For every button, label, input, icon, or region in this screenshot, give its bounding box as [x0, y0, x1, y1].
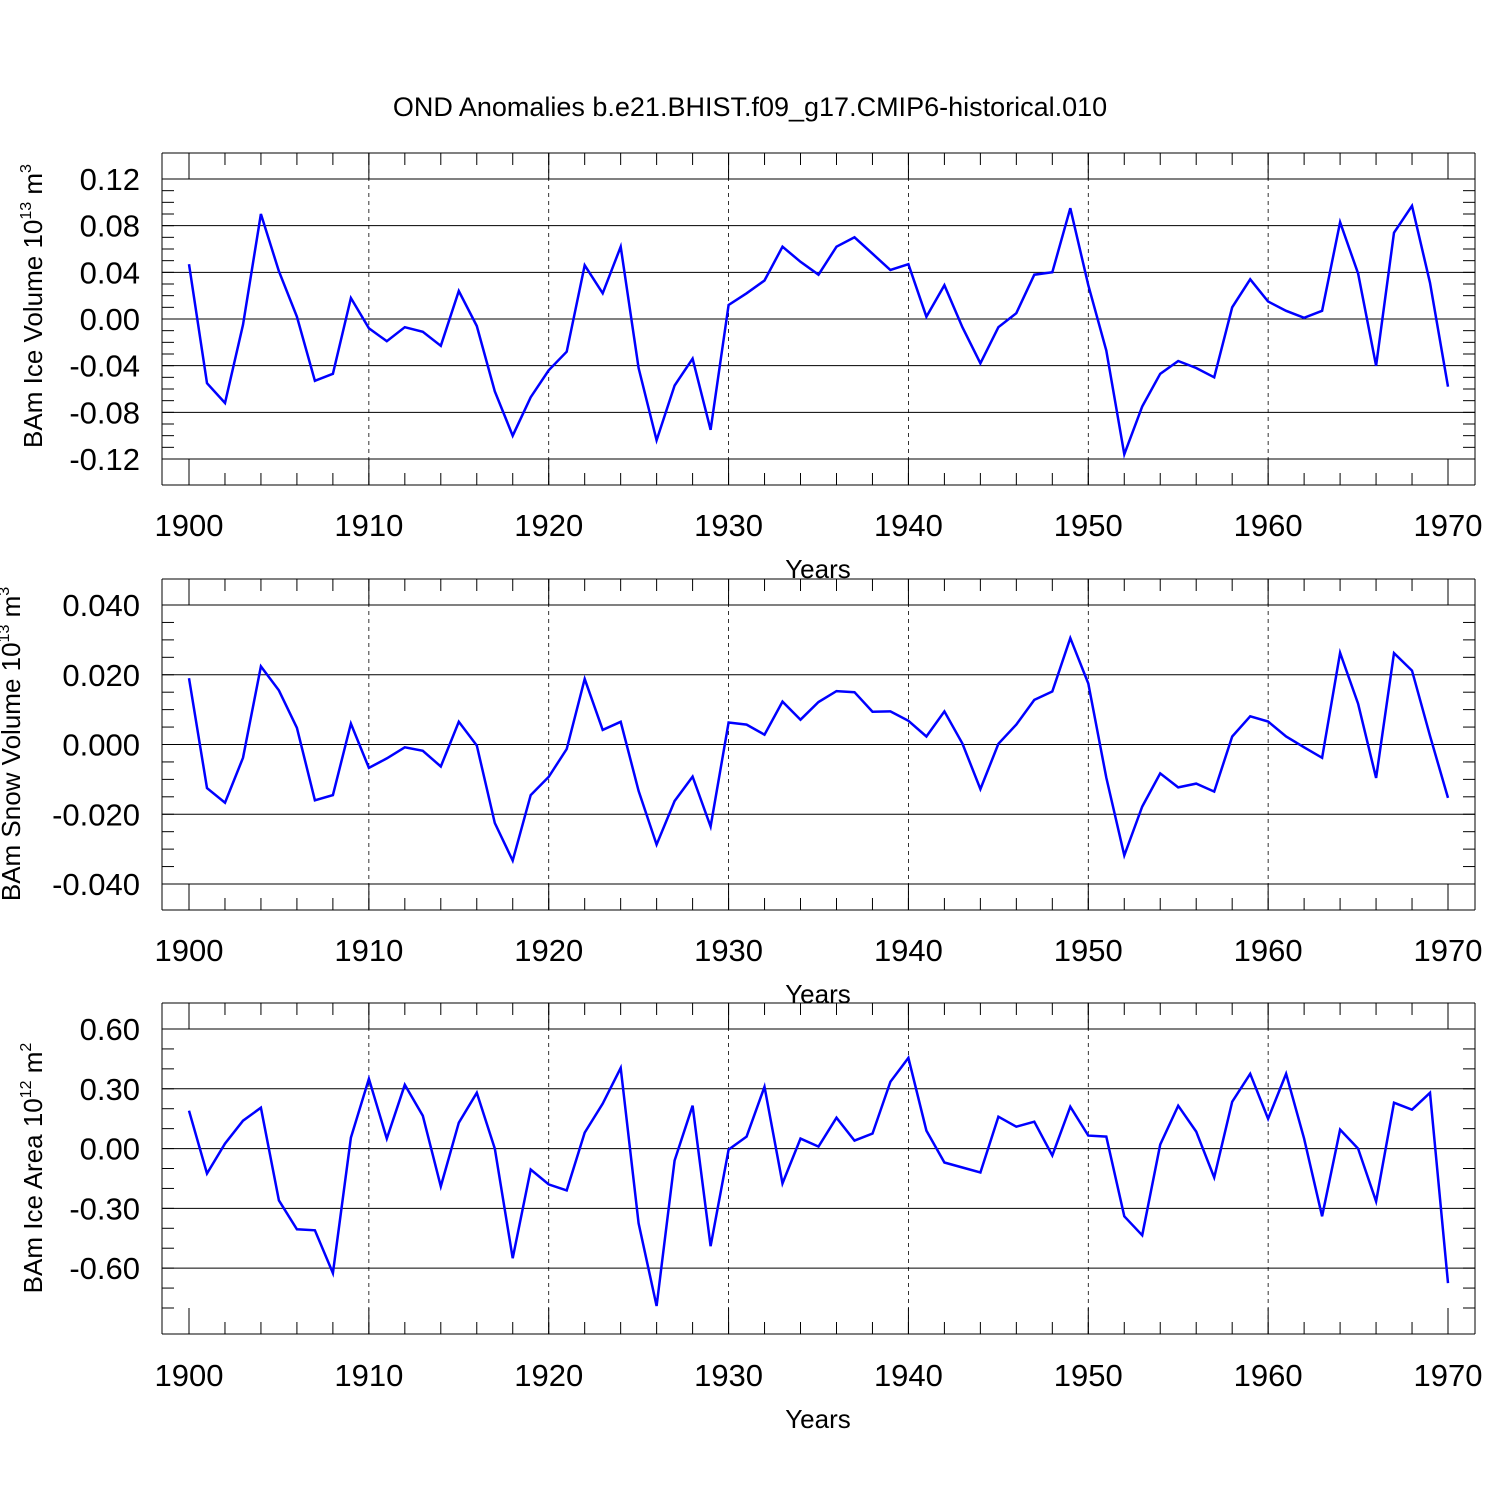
x-tick-label: 1930 — [694, 1358, 763, 1393]
x-tick-label: 1900 — [155, 933, 224, 968]
y-tick-label: 0.000 — [62, 728, 140, 763]
x-tick-label: 1920 — [514, 1358, 583, 1393]
x-axis-label: Years — [785, 979, 851, 1009]
y-tick-label: 0.020 — [62, 658, 140, 693]
series-line — [187, 634, 1450, 865]
x-tick-label: 1910 — [334, 1358, 403, 1393]
y-tick-label: -0.020 — [52, 797, 140, 832]
x-tick-label: 1940 — [874, 933, 943, 968]
x-tick-label: 1960 — [1234, 933, 1303, 968]
y-axis-label: BAm Ice Area 1012 m2 — [18, 1043, 48, 1294]
x-tick-label: 1950 — [1054, 1358, 1123, 1393]
plot-area: -0.040 -0.020 0.000 0.020 0.040 1900 1910 1920 1… — [52, 578, 1483, 968]
x-tick-label: 1940 — [874, 1358, 943, 1393]
y-tick-label: -0.60 — [69, 1251, 140, 1286]
y-tick-label: 0.12 — [80, 162, 140, 197]
y-axis-label: BAm Snow Volume 1013 m3 — [0, 587, 26, 901]
y-tick-label: 0.08 — [80, 209, 140, 244]
y-tick-label: 0.00 — [80, 302, 140, 337]
x-tick-label: 1910 — [334, 508, 403, 543]
y-tick-label: 0.30 — [80, 1072, 140, 1107]
y-label-main: BAm Ice Volume 10 — [18, 220, 48, 448]
y-label-main: BAm Snow Volume 10 — [0, 642, 26, 901]
x-tick-label: 1900 — [155, 1358, 224, 1393]
x-tick-label: 1930 — [694, 933, 763, 968]
x-tick-label: 1970 — [1414, 1358, 1483, 1393]
x-tick-label: 1900 — [155, 508, 224, 543]
y-label-unit-exponent: 2 — [18, 1043, 35, 1052]
y-tick-label: -0.04 — [69, 349, 140, 384]
y-tick-label: -0.08 — [69, 395, 140, 430]
y-tick-label: 0.040 — [62, 588, 140, 623]
y-tick-label: -0.040 — [52, 867, 140, 902]
y-tick-label: 0.00 — [80, 1132, 140, 1167]
panel-snow-volume: -0.040 -0.020 0.000 0.020 0.040 1900 1910 1920 1… — [0, 578, 1483, 1009]
panel-ice-volume: -0.12 -0.08 -0.04 0.00 0.04 0.08 0.12 1900 1910 1… — [18, 152, 1483, 584]
y-label-exponent: 12 — [18, 1080, 35, 1098]
x-tick-label: 1940 — [874, 508, 943, 543]
x-tick-label: 1920 — [514, 508, 583, 543]
y-tick-label: 0.60 — [80, 1012, 140, 1047]
series-line — [187, 1055, 1450, 1307]
x-tick-label: 1960 — [1234, 1358, 1303, 1393]
y-label-unit-exponent: 3 — [0, 587, 13, 596]
plot-area: -0.12 -0.08 -0.04 0.00 0.04 0.08 0.12 1900 1910 1… — [69, 152, 1483, 543]
series-line — [187, 202, 1450, 460]
x-axis-label: Years — [785, 1404, 851, 1434]
x-tick-label: 1970 — [1414, 933, 1483, 968]
panel-ice-area: -0.60 -0.30 0.00 0.30 0.60 1900 1910 1920 1930 19… — [18, 1002, 1483, 1434]
x-tick-label: 1920 — [514, 933, 583, 968]
plot-area: -0.60 -0.30 0.00 0.30 0.60 1900 1910 1920 1930 19… — [69, 1002, 1483, 1393]
x-tick-label: 1960 — [1234, 508, 1303, 543]
y-label-unit: m — [18, 1052, 48, 1081]
y-label-main: BAm Ice Area 10 — [18, 1098, 48, 1293]
chart-title: OND Anomalies b.e21.BHIST.f09_g17.CMIP6-… — [393, 92, 1107, 122]
y-label-exponent: 13 — [18, 202, 35, 220]
y-tick-label: -0.12 — [69, 442, 140, 477]
y-label-unit: m — [18, 173, 48, 202]
y-tick-label: 0.04 — [80, 255, 140, 290]
x-tick-label: 1930 — [694, 508, 763, 543]
x-tick-label: 1970 — [1414, 508, 1483, 543]
y-axis-label: BAm Ice Volume 1013 m3 — [18, 164, 48, 448]
x-tick-label: 1950 — [1054, 933, 1123, 968]
y-label-unit-exponent: 3 — [18, 164, 35, 173]
y-label-unit: m — [0, 596, 26, 625]
x-tick-label: 1950 — [1054, 508, 1123, 543]
x-tick-label: 1910 — [334, 933, 403, 968]
y-tick-label: -0.30 — [69, 1191, 140, 1226]
y-label-exponent: 13 — [0, 625, 13, 643]
